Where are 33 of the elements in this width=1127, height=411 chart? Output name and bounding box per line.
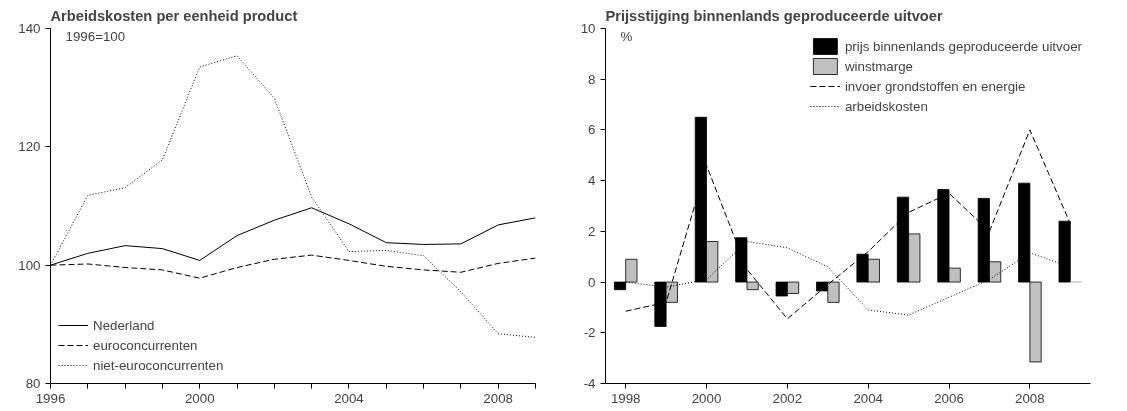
legend-label: invoer grondstoffen en energie: [844, 78, 1026, 94]
x-tick-label: 2000: [184, 390, 215, 406]
y-tick-label: 4: [588, 173, 597, 189]
x-tick-label: 2002: [772, 390, 803, 406]
y-tick-label: -2: [583, 325, 596, 341]
x-tick-label: 2008: [483, 390, 514, 406]
y-tick-label: 120: [18, 139, 41, 155]
chart-title: Arbeidskosten per eenheid product: [50, 7, 298, 24]
y-tick-label: 100: [18, 257, 41, 273]
y-tick-label: 2: [588, 223, 596, 239]
legend-label: winstmarge: [844, 58, 914, 74]
x-tick-label: 2006: [934, 390, 964, 406]
legend-label: niet-euroconcurrenten: [93, 357, 224, 373]
y-tick-label: 80: [25, 376, 41, 391]
chart-title: Prijsstijging binnenlands geproduceerde uitvoer: [605, 7, 943, 24]
y-tick-label: 10: [580, 21, 596, 36]
legend-label: prijs binnenlands geproduceerde uitvoer: [844, 38, 1082, 54]
y-tick-label: 6: [588, 122, 596, 138]
legend-label: euroconcurrenten: [93, 337, 198, 353]
legend-label: arbeidskosten: [844, 98, 928, 114]
annotation: 1996=100: [65, 28, 126, 44]
legend-label: Nederland: [93, 317, 155, 333]
y-tick-label: 140: [18, 21, 41, 36]
x-tick-label: 2004: [853, 390, 884, 406]
x-tick-label: 1996: [35, 390, 66, 406]
x-tick-label: 2008: [1015, 390, 1045, 406]
y-tick-label: 0: [588, 274, 596, 290]
x-tick-label: 2000: [691, 390, 722, 406]
y-tick-label: -4: [583, 376, 597, 391]
x-tick-label: 1998: [610, 390, 641, 406]
y-tick-label: 8: [588, 71, 596, 87]
x-tick-label: 2004: [334, 390, 365, 406]
annotation: %: [620, 28, 633, 44]
